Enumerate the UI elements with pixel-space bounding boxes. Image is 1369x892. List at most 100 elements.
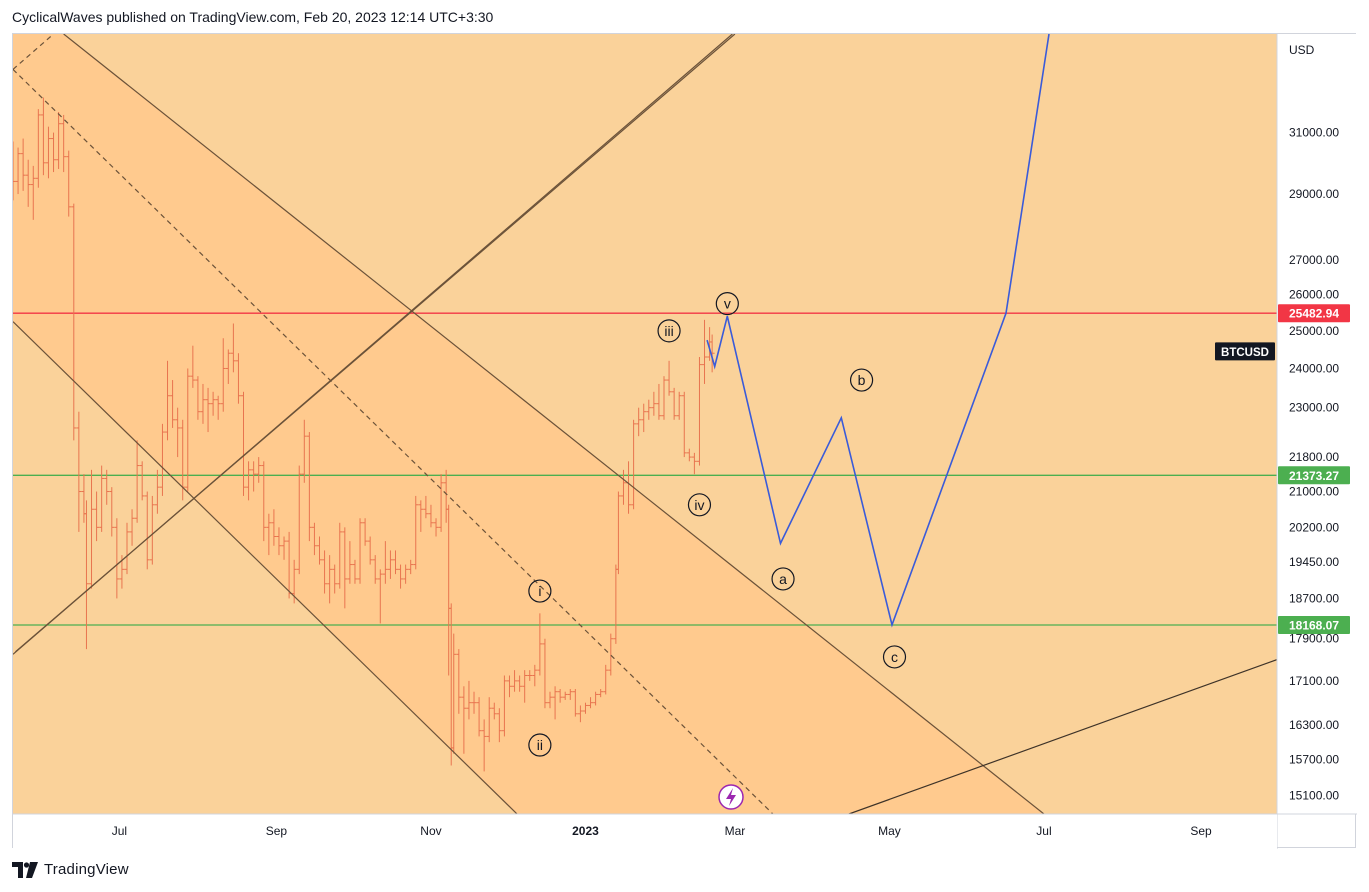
candle[interactable] [241,391,247,496]
candle[interactable] [522,670,528,703]
candle[interactable] [144,491,150,570]
trendline-4[interactable] [13,68,774,814]
candle[interactable] [190,345,196,388]
candle[interactable] [709,334,715,373]
candle[interactable] [517,675,523,692]
candle[interactable] [45,126,51,179]
candle[interactable] [357,518,363,584]
candle[interactable] [527,670,533,681]
candle[interactable] [496,708,502,743]
candle[interactable] [646,399,652,420]
wave-label-i[interactable]: i [528,579,552,603]
wave-label-v[interactable]: v [715,291,739,316]
candle[interactable] [547,691,553,709]
candle[interactable] [175,407,181,458]
trendline-6[interactable] [848,658,1277,814]
candle[interactable] [114,518,120,599]
candle[interactable] [71,203,77,441]
candle[interactable] [471,691,477,714]
candle[interactable] [486,697,492,743]
candle[interactable] [311,522,317,556]
candle[interactable] [702,319,708,384]
candle[interactable] [230,323,236,373]
wave-label-iv[interactable]: iv [687,493,712,517]
candle[interactable] [428,504,434,528]
candle[interactable] [327,555,333,604]
candle[interactable] [332,564,338,594]
candle[interactable] [512,670,518,692]
candle[interactable] [656,383,662,420]
candle[interactable] [532,664,538,687]
candle[interactable] [246,461,252,501]
candle[interactable] [25,159,31,207]
candle[interactable] [491,702,497,720]
candle[interactable] [552,686,558,720]
candle[interactable] [433,518,439,537]
candle[interactable] [588,697,594,709]
candle[interactable] [56,112,62,169]
candle[interactable] [636,407,642,437]
candle[interactable] [124,522,130,575]
wave-label-a[interactable]: a [771,567,795,591]
candle[interactable] [109,487,115,537]
candle[interactable] [651,391,657,416]
chart-frame[interactable]: i ii iii iv v a b c USD 15100.00 15700.00 16300.0… [12,33,1357,849]
trendline-1[interactable] [15,34,736,653]
candle[interactable] [423,495,429,519]
candle[interactable] [15,147,21,195]
candle[interactable] [35,109,41,188]
trendline-2[interactable] [63,34,1045,814]
candle[interactable] [598,688,604,698]
candle[interactable] [20,138,26,191]
candle[interactable] [641,403,647,433]
candle[interactable] [195,376,201,420]
candle[interactable] [666,360,672,396]
candle[interactable] [220,338,226,412]
candle[interactable] [398,564,404,589]
candle[interactable] [506,675,512,698]
candle[interactable] [99,465,105,532]
candle[interactable] [392,550,398,575]
candle[interactable] [615,491,621,575]
wave-label-ii[interactable]: ii [528,733,552,757]
candle[interactable] [413,495,419,570]
candle[interactable] [215,395,221,420]
candle[interactable] [562,691,568,700]
candle[interactable] [129,509,135,546]
candle[interactable] [456,649,462,714]
candle[interactable] [256,457,262,483]
candle[interactable] [377,569,383,624]
price-axis[interactable]: USD 15100.00 15700.00 16300.00 17100.00 1790… [1215,34,1357,849]
wave-label-iii[interactable]: iii [657,319,681,343]
candle[interactable] [382,541,388,584]
candle[interactable] [51,132,57,173]
candle[interactable] [301,419,307,483]
candle[interactable] [438,474,444,532]
candle[interactable] [372,555,378,584]
lightning-icon[interactable] [718,784,744,810]
candle[interactable] [266,513,272,556]
candle[interactable] [149,495,155,565]
projection-path[interactable] [706,34,1050,628]
candle[interactable] [408,559,414,575]
candle[interactable] [225,349,231,384]
candle[interactable] [337,522,343,589]
candle[interactable] [461,686,467,754]
candle[interactable] [66,150,72,217]
candle[interactable] [165,360,171,441]
wave-label-b[interactable]: b [849,368,874,392]
candle[interactable] [134,440,140,523]
candle[interactable] [30,165,36,220]
candle[interactable] [620,469,626,505]
candle[interactable] [577,705,583,723]
candle[interactable] [210,391,216,416]
candle[interactable] [347,541,353,584]
candle[interactable] [603,664,609,695]
candle[interactable] [572,688,578,717]
candle[interactable] [696,357,702,466]
candle[interactable] [159,423,165,496]
candle[interactable] [61,114,67,173]
candle[interactable] [317,536,323,565]
